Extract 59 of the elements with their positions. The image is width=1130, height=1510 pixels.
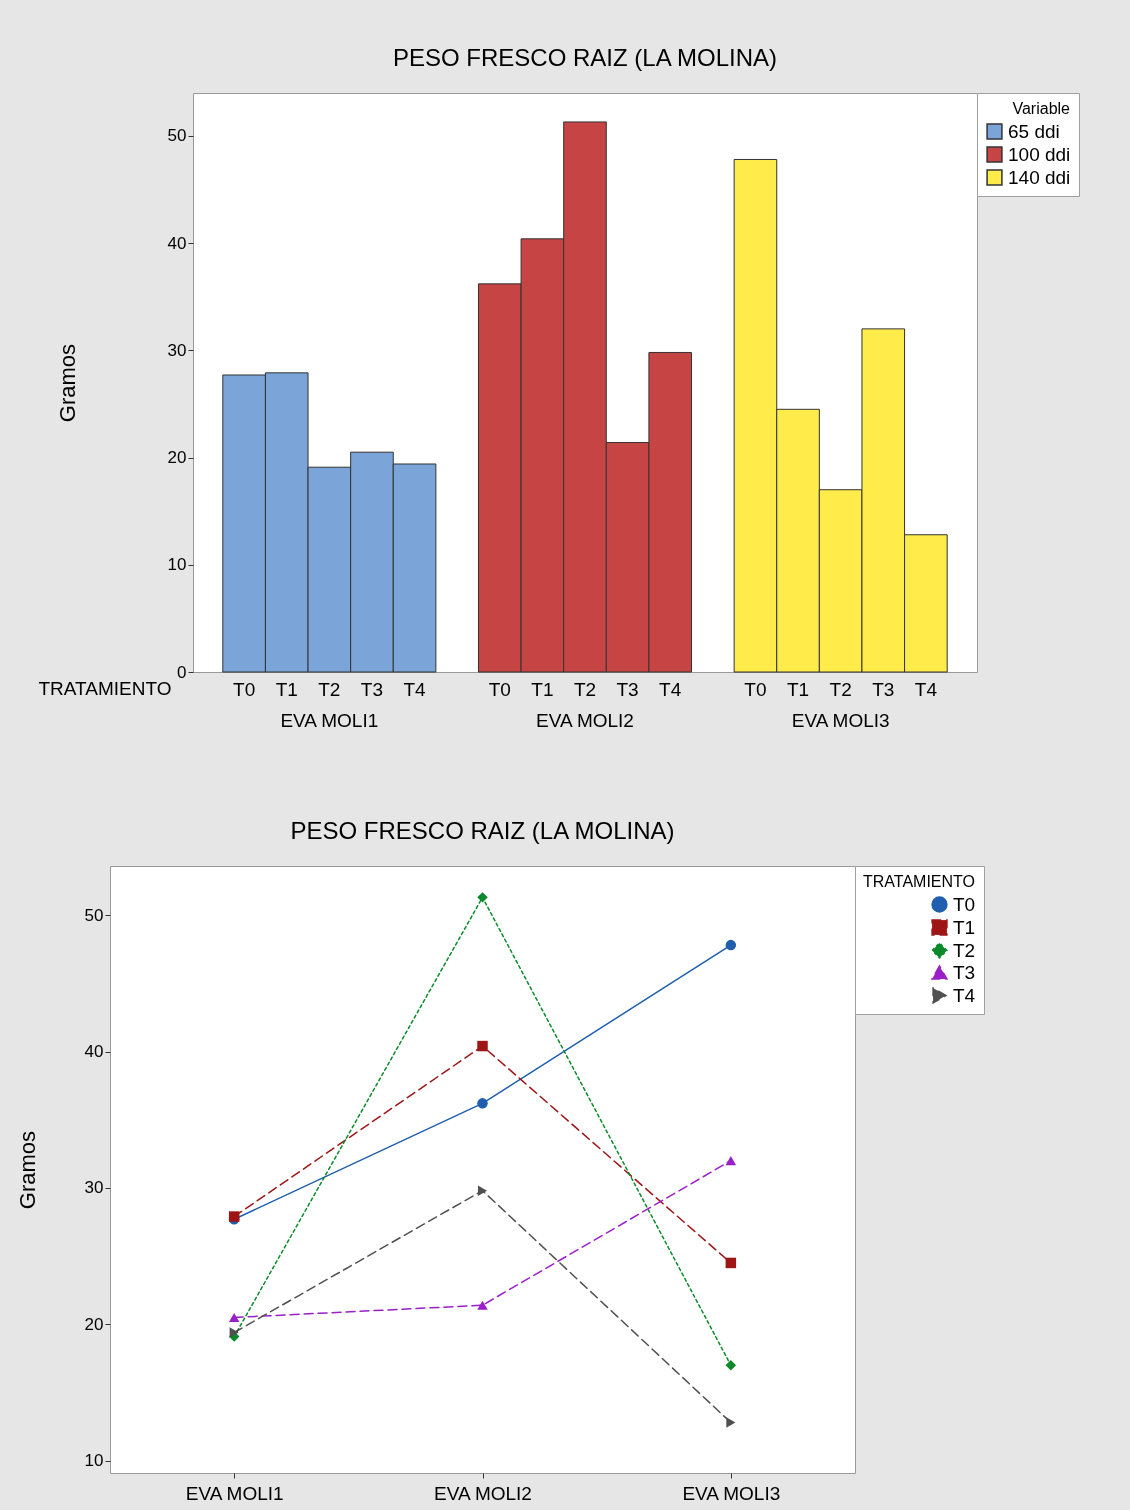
point	[477, 1185, 488, 1196]
legend-label: 100 ddi	[1008, 143, 1071, 165]
point	[725, 1156, 737, 1166]
text: EVA MOLI3	[791, 710, 890, 731]
y-tick-label: 20	[84, 1314, 104, 1334]
x-tick-label: EVA MOLI3	[682, 1482, 781, 1504]
point	[725, 939, 737, 951]
x-tick-label: T3	[360, 678, 384, 700]
point	[228, 1312, 240, 1323]
x-tick-label: T0	[488, 678, 511, 700]
point	[477, 1300, 488, 1310]
x-tick-label: T1	[275, 678, 298, 700]
legend-label: T2	[953, 939, 976, 961]
x-tick-label: T4	[659, 678, 682, 700]
x-tick-label: T4	[403, 678, 427, 700]
y-tick-label: 30	[84, 1178, 104, 1198]
x-tick-label: T0	[233, 678, 256, 700]
x-tick-label: T2	[829, 678, 852, 700]
x-tick-label: T1	[786, 678, 810, 700]
point	[477, 892, 488, 903]
point	[726, 1417, 736, 1428]
x-tick-label: T1	[531, 678, 554, 700]
y-tick-label: 30	[167, 340, 187, 360]
y-tick-label: 50	[84, 905, 104, 925]
x-tick-label: T4	[914, 678, 938, 700]
y-tick-label: 40	[84, 1042, 104, 1062]
point	[725, 1360, 737, 1371]
chart-title: PESO FRESCO RAIZ (LA MOLINA)	[290, 816, 675, 844]
x-tick-label: T2	[318, 678, 341, 700]
legend-label: T1	[953, 916, 976, 938]
x-tick-label: T3	[872, 678, 895, 700]
y-tick-label: 10	[167, 555, 187, 575]
legend-label: 65 ddi	[1008, 120, 1060, 142]
x-tick-label: T0	[744, 678, 767, 700]
x-tick-label: T3	[616, 678, 639, 700]
legend-label: T4	[953, 984, 976, 1006]
text: EVA MOLI2	[536, 710, 634, 731]
legend-label: T0	[953, 893, 976, 915]
point	[229, 1327, 239, 1338]
x-tick-label: EVA MOLI1	[185, 1482, 284, 1504]
x-tick-label: T2	[573, 678, 597, 700]
y-axis-title: Gramos	[14, 1130, 40, 1210]
text: EVA MOLI1	[280, 710, 379, 731]
point	[477, 1040, 488, 1052]
y-tick-label: 40	[167, 233, 187, 253]
y-tick-label: 20	[167, 448, 187, 468]
legend-label: T3	[953, 961, 976, 983]
y-axis-title: Gramos	[54, 343, 80, 423]
y-tick-label: 10	[84, 1451, 104, 1471]
point	[477, 1098, 488, 1109]
legend-label: 140 ddi	[1008, 166, 1071, 188]
chart-title: PESO FRESCO RAIZ (LA MOLINA)	[392, 43, 778, 71]
legend-title: Variable	[1012, 100, 1071, 117]
y-tick-label: 0	[177, 662, 187, 682]
x-tick-label: EVA MOLI2	[434, 1482, 532, 1504]
x-axis-title: TRATAMIENTO	[38, 677, 172, 699]
y-tick-label: 50	[167, 126, 187, 146]
legend-title: TRATAMIENTO	[863, 873, 975, 890]
point	[725, 1257, 737, 1269]
